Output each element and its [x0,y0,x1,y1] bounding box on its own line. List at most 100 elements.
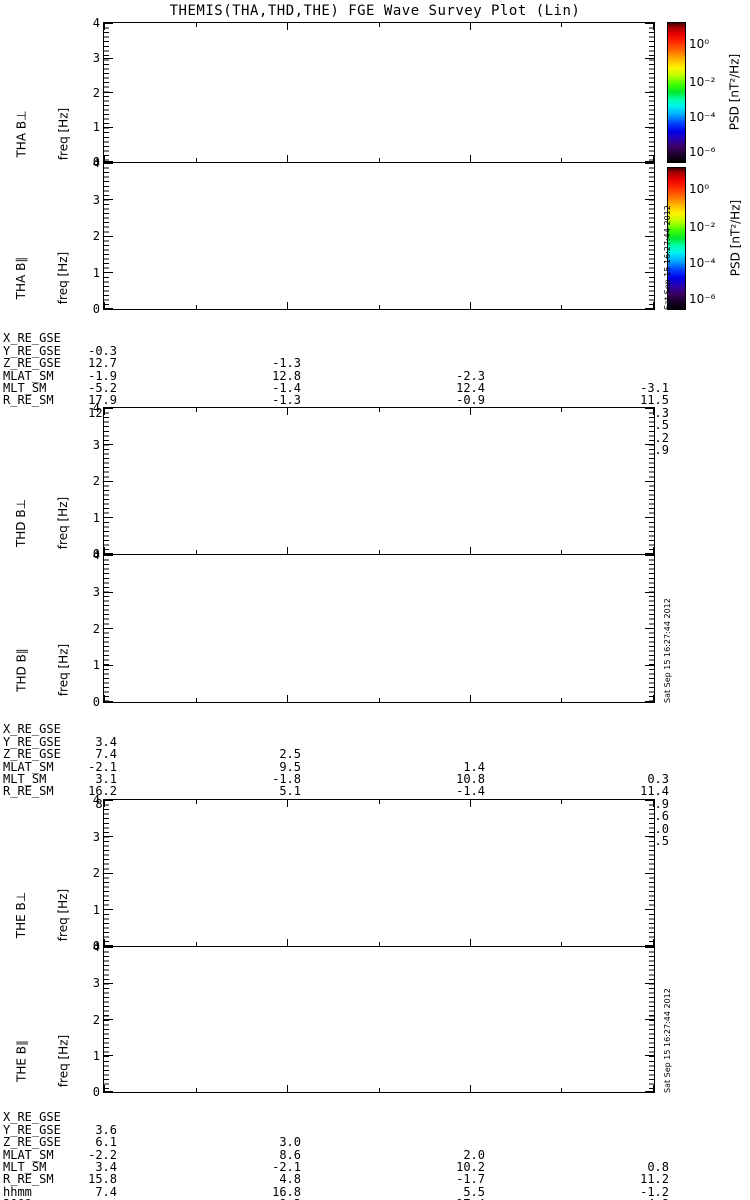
colorbar-unit-label: PSD [nT²/Hz] [728,199,743,277]
y-tick-label: 4 [92,156,100,170]
value-cell: -3.1 [640,381,669,396]
creation-timestamp: Sat Sep 15 16:27:44 2012 [663,988,672,1093]
row-label: MLT_SM [3,771,47,786]
y-tick-label: 2 [92,1012,100,1027]
date-axis-row: 2009 Jun 21 Jun 22 [0,1186,750,1200]
value-cell: -1.4 [456,784,485,799]
panel-thd-bpar: 4 3 2 1 0 [93,549,655,708]
value-cell: -0.3 [88,343,117,358]
panel-tha-bpar: 4 3 2 1 0 [93,157,655,315]
colorbar-tick-label: 10⁻² [689,75,716,89]
table-row: R_RE_SM 12.8 12.9 12.6 11.9 [0,382,750,456]
colorbar-tick-label: 10⁻² [689,220,716,234]
value-cell: 4.8 [279,1172,301,1187]
value-cell: 12.8 [272,368,301,383]
time-axis-label: hhmm [3,1185,32,1200]
y-tick-label: 4 [92,793,100,807]
panel-name-label: THD B⊥ [14,498,28,548]
y-tick-labels: 4 3 2 1 0 [93,402,654,560]
y-tick-labels: 4 3 2 1 0 [93,941,654,1098]
y-tick-labels: 4 3 2 1 0 [93,794,654,952]
y-tick-label: 0 [92,695,100,709]
table-row: MLT_SM 16.2 17.1 17.6 18.0 [0,761,750,835]
y-tick-label: 3 [92,437,100,452]
row-label: Z_RE_GSE [3,1135,61,1150]
value-cell: 16.8 [272,1184,301,1199]
panel-the-bpar: 4 3 2 1 0 [93,941,655,1098]
ephemeris-table-tha: X_RE_GSE -0.3 -1.3 -2.3 -3.1 Y_RE_GSE 12… [0,320,750,456]
row-label: Y_RE_GSE [3,343,61,358]
value-cell: -1.9 [88,368,117,383]
value-cell: -2.1 [272,1160,301,1174]
y-tick-label: 0 [92,939,100,953]
y-tick-label: 4 [92,401,100,415]
table-row: Z_RE_GSE -2.1 -1.8 -1.4 -0.9 [0,736,750,810]
colorbar-tick-label: 10⁻⁶ [689,145,716,159]
value-cell: 11.5 [640,393,669,408]
value-cell: 9.3 [239,1198,301,1200]
panel-name-label: THA B⊥ [14,110,29,158]
table-row: MLAT_SM -5.2 -1.3 1.4 2.5 [0,357,750,431]
time-tick-label: 1800 [55,1198,117,1200]
panel-the-bperp: 4 3 2 1 0 [93,794,655,952]
value-cell: 17.4 [423,1198,485,1200]
ephemeris-table-thd: X_RE_GSE 3.4 2.5 1.4 0.3 Y_RE_GSE 7.4 9.… [0,711,750,847]
value-cell: -2.2 [88,1147,117,1162]
value-cell: 1.4 [463,759,485,774]
creation-timestamp: Sat Sep 15 16:27:44 2012 [663,205,672,310]
value-cell: -2.3 [456,368,485,383]
psd-colorbar [667,22,686,163]
row-label: MLAT_SM [3,759,54,774]
y-tick-label: 4 [92,16,100,30]
y-tick-label: 1 [92,120,100,135]
table-row: MLAT_SM 3.4 4.8 5.5 4.8 [0,1136,750,1200]
table-row: Y_RE_GSE 6.1 8.6 10.2 11.2 [0,1111,750,1185]
colorbar-tick-label: 10⁰ [689,37,710,51]
value-cell: 3.6 [95,1122,117,1137]
value-cell: 3.4 [95,734,117,749]
value-cell: 5.1 [279,784,301,799]
value-cell: 9.5 [279,759,301,774]
table-row: MLT_SM 15.8 16.8 17.4 17.8 [0,1149,750,1200]
y-tick-labels: 4 3 2 1 0 [93,17,654,168]
value-cell: -5.2 [88,380,117,395]
y-tick-label: 2 [92,866,100,880]
colorbar-tick-label: 10⁰ [689,182,710,196]
panel-tha-bperp: 4 3 2 1 0 [93,17,655,168]
value-cell: 10.8 [456,772,485,787]
row-label: MLT_SM [3,1159,47,1174]
y-tick-labels: 4 3 2 1 0 [93,549,654,708]
value-cell: 5.5 [463,1184,485,1199]
y-tick-label: 2 [92,621,100,636]
plot-title: THEMIS(THA,THD,THE) FGE Wave Survey Plot… [169,3,581,19]
row-label: Z_RE_GSE [3,356,61,371]
y-tick-label: 2 [92,85,100,100]
colorbar-tick-label: 10⁻⁶ [689,292,716,306]
value-cell: -0.9 [456,393,485,408]
row-label: Z_RE_GSE [3,747,61,762]
value-cell: 17.9 [88,393,117,408]
value-cell: -2.1 [88,759,117,774]
y-tick-label: 3 [92,584,100,599]
value-cell: 10.2 [456,1160,485,1175]
value-cell: 0.3 [647,772,669,787]
value-cell: -1.7 [456,1172,485,1187]
value-cell: 11.4 [640,784,669,799]
ephemeris-table-the: X_RE_GSE 3.6 3.0 2.0 0.8 Y_RE_GSE 6.1 8.… [0,1099,750,1200]
y-tick-label: 0 [92,155,100,169]
y-tick-label: 1 [92,1048,100,1063]
value-cell: -1.8 [272,772,301,786]
value-cell: -1.4 [272,381,301,395]
y-tick-label: 0 [92,302,100,316]
value-cell: 12.7 [88,356,117,371]
value-cell: 16.2 [88,784,117,799]
freq-axis-label: freq [Hz] [56,496,70,550]
value-cell: 0.8 [647,1160,669,1175]
year-label: 2009 [3,1198,32,1200]
value-cell: 6.1 [95,1135,117,1150]
y-tick-label: 3 [92,192,100,207]
table-row: X_RE_GSE 3.4 2.5 1.4 0.3 [0,711,750,785]
axis-label-thd-bperp: THD B⊥ freq [Hz] [0,449,98,597]
colorbar-tick-label: 10⁻⁴ [689,110,716,124]
